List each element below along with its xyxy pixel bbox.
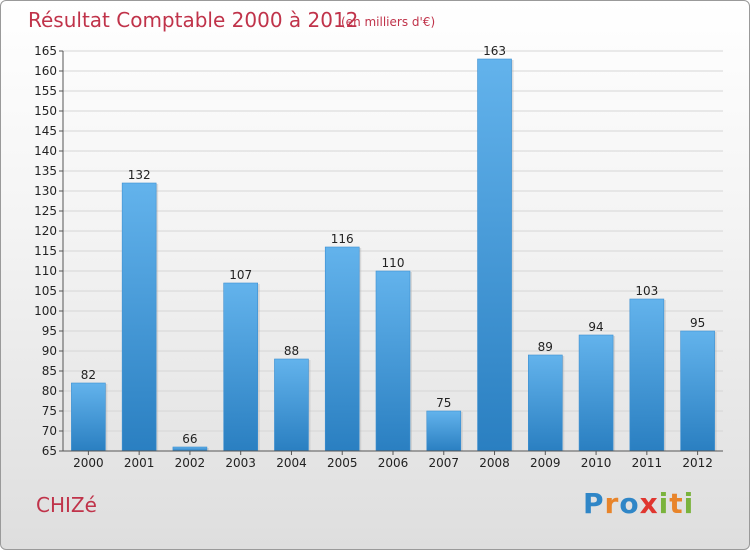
bar-2003 bbox=[223, 282, 258, 452]
logo-letter: x bbox=[639, 487, 659, 520]
x-tick-label-2011: 2011 bbox=[632, 456, 663, 470]
bar-2002 bbox=[172, 446, 208, 452]
x-tick-label-2002: 2002 bbox=[175, 456, 206, 470]
bar-2004 bbox=[274, 358, 309, 452]
y-tick-label: 160 bbox=[34, 64, 57, 78]
logo-letter: o bbox=[619, 487, 640, 520]
bar-2011 bbox=[629, 298, 665, 452]
y-tick-label: 140 bbox=[34, 144, 57, 158]
chart-subtitle: (en milliers d'€) bbox=[341, 15, 435, 29]
y-tick-label: 100 bbox=[34, 304, 57, 318]
logo-letter: t bbox=[669, 487, 684, 520]
y-tick-label: 115 bbox=[34, 244, 57, 258]
y-tick-label: 65 bbox=[42, 444, 57, 458]
gridlines bbox=[63, 50, 723, 452]
bar-2005 bbox=[324, 246, 360, 452]
y-tick-label: 125 bbox=[34, 204, 57, 218]
value-labels: 82 132 66 107 88 116 110 75 163 89 94 103 95 bbox=[81, 44, 706, 446]
y-tick-label: 150 bbox=[34, 104, 57, 118]
axes: 65 70 75 80 85 90 95 100 105 110 115 120 125 130 135 14… bbox=[34, 44, 723, 470]
y-tick-label: 85 bbox=[42, 364, 57, 378]
y-tick-label: 165 bbox=[34, 44, 57, 58]
value-label-2008: 163 bbox=[483, 44, 506, 58]
value-label-2011: 103 bbox=[635, 284, 658, 298]
value-label-2004: 88 bbox=[284, 344, 299, 358]
x-tick-label-2001: 2001 bbox=[124, 456, 155, 470]
x-tick-label-2006: 2006 bbox=[378, 456, 409, 470]
x-tick-label-2008: 2008 bbox=[479, 456, 510, 470]
value-label-2000: 82 bbox=[81, 368, 96, 382]
y-tick-label: 135 bbox=[34, 164, 57, 178]
logo-letter: i bbox=[658, 487, 670, 520]
x-tick-label-2003: 2003 bbox=[225, 456, 256, 470]
x-tick-label-2007: 2007 bbox=[428, 456, 459, 470]
value-label-2010: 94 bbox=[588, 320, 603, 334]
commune-name: CHIZé bbox=[36, 493, 97, 517]
value-label-2005: 116 bbox=[331, 232, 354, 246]
x-tick-label-2000: 2000 bbox=[73, 456, 104, 470]
x-tick-label-2012: 2012 bbox=[682, 456, 713, 470]
bar-2000 bbox=[71, 382, 106, 452]
bar-2010 bbox=[578, 334, 614, 452]
value-label-2006: 110 bbox=[382, 256, 405, 270]
y-tick-label: 105 bbox=[34, 284, 57, 298]
value-label-2002: 66 bbox=[182, 432, 197, 446]
y-tick-label: 130 bbox=[34, 184, 57, 198]
bar-2009 bbox=[528, 354, 563, 452]
value-label-2007: 75 bbox=[436, 396, 451, 410]
proxiti-logo: Proxiti bbox=[583, 487, 694, 520]
logo-letter: r bbox=[604, 487, 620, 520]
x-tick-label-2004: 2004 bbox=[276, 456, 307, 470]
bars bbox=[71, 58, 717, 452]
y-tick-label: 70 bbox=[42, 424, 57, 438]
value-label-2012: 95 bbox=[690, 316, 705, 330]
bar-2007 bbox=[426, 410, 462, 452]
x-tick-label-2010: 2010 bbox=[581, 456, 612, 470]
y-tick-label: 95 bbox=[42, 324, 57, 338]
y-tick-label: 145 bbox=[34, 124, 57, 138]
y-tick-label: 120 bbox=[34, 224, 57, 238]
x-tick-label-2005: 2005 bbox=[327, 456, 358, 470]
value-label-2009: 89 bbox=[538, 340, 553, 354]
bar-2012 bbox=[680, 330, 715, 452]
value-label-2001: 132 bbox=[128, 168, 151, 182]
y-tick-label: 75 bbox=[42, 404, 57, 418]
logo-letter: i bbox=[683, 487, 695, 520]
x-tick-label-2009: 2009 bbox=[530, 456, 561, 470]
y-tick-label: 155 bbox=[34, 84, 57, 98]
y-tick-label: 80 bbox=[42, 384, 57, 398]
y-tick-label: 110 bbox=[34, 264, 57, 278]
y-tick-label: 90 bbox=[42, 344, 57, 358]
bar-2008 bbox=[477, 58, 512, 452]
chart-title: Résultat Comptable 2000 à 2012 bbox=[28, 8, 358, 32]
bar-2001 bbox=[121, 182, 157, 452]
bar-2006 bbox=[375, 270, 411, 452]
logo-letter: P bbox=[583, 487, 605, 520]
value-label-2003: 107 bbox=[229, 268, 252, 282]
